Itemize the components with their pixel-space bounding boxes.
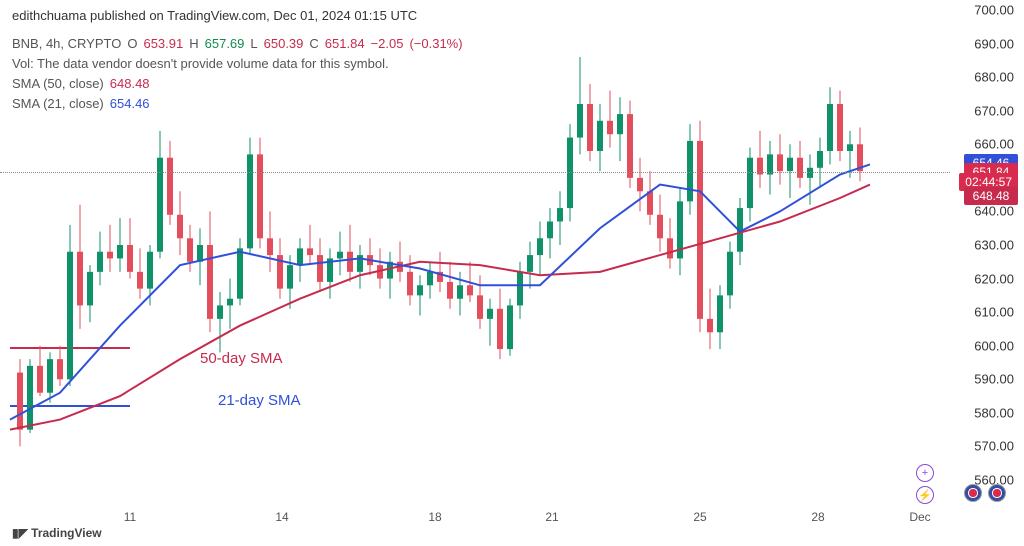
y-tick: 700.00: [974, 3, 1014, 18]
y-tick: 680.00: [974, 70, 1014, 85]
x-tick: 25: [693, 510, 706, 524]
x-tick: 11: [124, 510, 136, 524]
flag-icon: [988, 484, 1006, 502]
y-tick: 690.00: [974, 36, 1014, 51]
y-tick: 660.00: [974, 137, 1014, 152]
y-tick: 670.00: [974, 103, 1014, 118]
y-tick: 570.00: [974, 439, 1014, 454]
flag-icon: [964, 484, 982, 502]
x-tick: 21: [545, 510, 558, 524]
y-tick: 580.00: [974, 405, 1014, 420]
x-tick: 14: [275, 510, 288, 524]
x-tick: 18: [428, 510, 441, 524]
tradingview-watermark: ▮◤ TradingView: [12, 526, 102, 540]
bolt-icon[interactable]: ⚡: [916, 486, 934, 504]
candlestick-chart[interactable]: [0, 0, 950, 510]
price-tag-sma50: 648.48: [964, 187, 1018, 205]
plus-icon[interactable]: +: [916, 464, 934, 482]
x-axis: 11 14 18 21 25 28 Dec: [0, 510, 950, 534]
y-tick: 640.00: [974, 204, 1014, 219]
y-tick: 590.00: [974, 372, 1014, 387]
y-tick: 600.00: [974, 338, 1014, 353]
y-tick: 620.00: [974, 271, 1014, 286]
x-tick: 28: [811, 510, 824, 524]
flag-icons: [964, 484, 1006, 502]
y-axis: 560.00570.00580.00590.00600.00610.00620.…: [950, 0, 1024, 510]
x-tick: Dec: [909, 510, 930, 524]
chart-tool-icons[interactable]: + ⚡: [916, 464, 934, 504]
y-tick: 630.00: [974, 238, 1014, 253]
last-price-line: [0, 172, 950, 173]
y-tick: 610.00: [974, 305, 1014, 320]
